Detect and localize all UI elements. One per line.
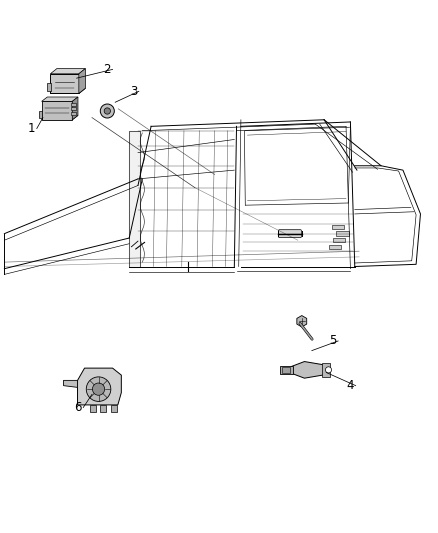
Circle shape (86, 377, 111, 401)
Polygon shape (42, 97, 78, 101)
Text: 3: 3 (130, 85, 137, 98)
Bar (280, 366, 293, 374)
FancyBboxPatch shape (279, 230, 301, 238)
Bar (90, 405, 96, 412)
Text: 1: 1 (28, 122, 35, 135)
Bar (47, 84, 51, 91)
Polygon shape (42, 115, 78, 120)
Bar (322, 363, 330, 376)
Polygon shape (129, 131, 140, 266)
Bar (336, 231, 349, 236)
Circle shape (100, 104, 114, 118)
Polygon shape (64, 381, 78, 387)
Text: 6: 6 (74, 401, 82, 414)
Polygon shape (297, 316, 307, 327)
Bar (111, 405, 117, 412)
Bar (71, 112, 76, 115)
Bar (328, 245, 341, 249)
Polygon shape (79, 69, 85, 93)
Bar (333, 238, 345, 243)
Polygon shape (72, 97, 78, 120)
Text: 4: 4 (346, 379, 354, 392)
Bar (71, 103, 76, 106)
Circle shape (325, 367, 332, 373)
Text: 5: 5 (329, 335, 336, 348)
Polygon shape (50, 88, 85, 93)
Circle shape (104, 108, 110, 114)
Bar (39, 111, 42, 118)
Bar (100, 405, 106, 412)
Text: 2: 2 (103, 63, 111, 76)
Bar (42, 101, 72, 120)
Polygon shape (291, 361, 324, 378)
Bar (71, 107, 76, 110)
Polygon shape (50, 69, 85, 74)
Circle shape (92, 383, 105, 395)
Bar (50, 74, 79, 93)
Polygon shape (78, 368, 121, 405)
Bar (282, 367, 290, 373)
Bar (332, 225, 344, 229)
